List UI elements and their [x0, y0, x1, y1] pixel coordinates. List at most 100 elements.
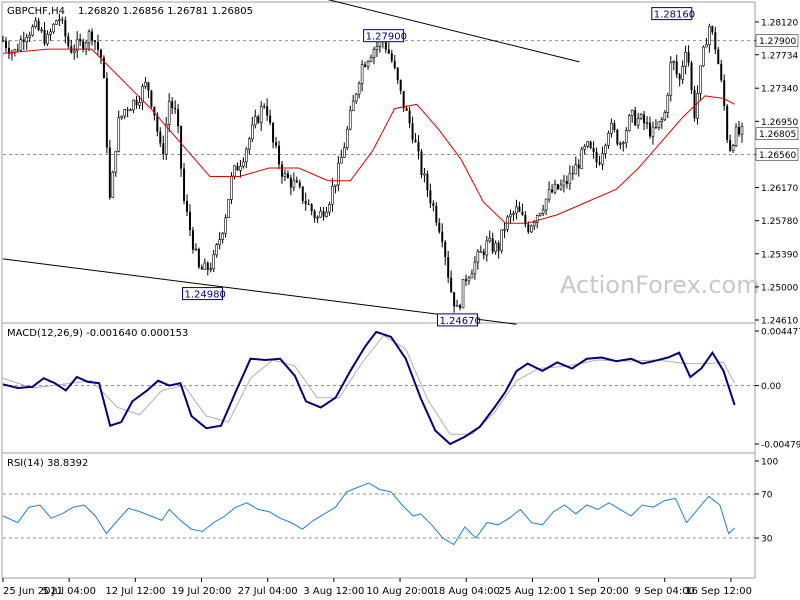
candle-body-up: [366, 61, 370, 68]
candle-body-down: [527, 224, 530, 232]
candle-body-up: [283, 173, 287, 177]
candle-body-down: [108, 147, 111, 198]
candle-body-up: [132, 99, 135, 111]
time-label: 9 Sep 04:00: [635, 586, 695, 597]
candle-body-down: [393, 60, 396, 68]
candle-body-down: [693, 90, 696, 119]
candle-body-down: [257, 116, 260, 123]
candle-body-down: [411, 123, 414, 140]
candle-body-down: [147, 82, 150, 91]
candle-body-up: [630, 109, 634, 117]
candle-body-up: [87, 31, 91, 44]
candle-body-down: [206, 262, 209, 270]
candle-body-up: [553, 183, 557, 193]
candle-body-up: [610, 122, 613, 134]
candle-body-down: [272, 123, 275, 143]
candle-body-down: [592, 148, 595, 152]
candle-body-down: [278, 145, 281, 165]
candle-body-up: [52, 23, 55, 33]
candle-body-down: [37, 20, 40, 30]
candle-body-up: [372, 49, 376, 58]
annotation-box-2: [182, 287, 224, 301]
rsi-scale-label: 30: [761, 535, 773, 545]
time-label: 10 Aug 20:00: [366, 586, 433, 597]
candle-body-down: [720, 63, 723, 81]
candle-body-down: [464, 279, 467, 281]
candle-body-down: [420, 151, 423, 176]
candle-body-down: [159, 131, 162, 144]
candle-body-up: [360, 64, 364, 84]
candle-body-up: [354, 93, 358, 102]
candle-body-down: [150, 90, 153, 107]
upper-channel-line: [327, 0, 580, 63]
candle-body-up: [343, 147, 346, 158]
candle-body-down: [711, 26, 714, 33]
candle-body-down: [162, 143, 165, 155]
candle-body-up: [242, 161, 245, 167]
candle-body-down: [16, 49, 19, 51]
candle-body-down: [180, 126, 183, 169]
candle-body-up: [669, 62, 673, 96]
time-label: 12 Jul 12:00: [105, 586, 165, 597]
candle-body-up: [375, 46, 379, 50]
candle-body-down: [295, 180, 298, 183]
rsi-scale-label: 100: [761, 458, 778, 468]
candle-body-down: [717, 49, 720, 64]
candle-body-down: [589, 141, 592, 149]
horizontal-levels: [3, 40, 755, 155]
candle-body-down: [289, 177, 292, 188]
price-tick-label: 1.25390: [761, 250, 798, 260]
candle-body-up: [619, 143, 622, 145]
candle-body-down: [171, 101, 174, 109]
candle-body-down: [384, 41, 387, 50]
candle-body-down: [634, 110, 637, 126]
candle-body-up: [702, 46, 705, 67]
candle-body-down: [556, 184, 559, 190]
candle-body-down: [304, 200, 307, 204]
level-top-axis-box: [755, 34, 799, 47]
candle-body-up: [580, 148, 584, 169]
candle-body-down: [459, 305, 462, 308]
candle-body-down: [441, 231, 444, 243]
candle-body-up: [75, 38, 79, 52]
candle-body-down: [738, 127, 741, 135]
candle-body-up: [248, 138, 251, 150]
candle-body-down: [678, 74, 681, 80]
candle-body-down: [482, 251, 485, 256]
candle-body-down: [714, 32, 717, 50]
macd-signal-line: [2, 334, 736, 435]
rsi-line: [2, 482, 735, 546]
candle-body-up: [699, 65, 702, 94]
rsi-title: RSI(14) 38.8392: [7, 458, 88, 469]
candle-body-down: [43, 29, 46, 44]
candle-body-up: [328, 203, 331, 213]
candle-body-down: [64, 20, 67, 37]
candle-body-up: [708, 25, 711, 45]
watermark: ActionForex.com: [560, 271, 760, 299]
annotation-label-2: 1.24980: [185, 290, 226, 301]
candle-body-down: [298, 182, 301, 187]
candle-body-up: [535, 215, 539, 223]
candle-body-down: [313, 211, 316, 219]
candle-body-down: [22, 39, 25, 42]
candle-body-down: [322, 211, 325, 217]
candle-body-up: [49, 31, 52, 35]
annotation-label-3: 1.24670: [439, 316, 480, 327]
rsi-scale-label: 70: [761, 491, 773, 501]
candle-body-up: [607, 132, 610, 146]
symbol-title: GBPCHF,H4: [7, 6, 65, 17]
candle-body-up: [351, 100, 355, 111]
candle-body-down: [102, 57, 105, 79]
candle-body-up: [84, 42, 88, 50]
candle-body-down: [399, 80, 402, 91]
annotation-box-1: [363, 29, 405, 43]
candle-body-up: [645, 122, 649, 125]
annotation-label-1: 1.27900: [366, 32, 407, 43]
price-annotations: 1.28160 1.27900 1.24980 1.24670: [182, 7, 695, 327]
candle-body-up: [512, 212, 515, 215]
candle-body-down: [616, 129, 619, 145]
lower-channel-line: [2, 258, 517, 325]
candle-body-down: [595, 151, 598, 163]
candle-body-up: [114, 150, 118, 173]
candle-body-up: [141, 86, 144, 103]
